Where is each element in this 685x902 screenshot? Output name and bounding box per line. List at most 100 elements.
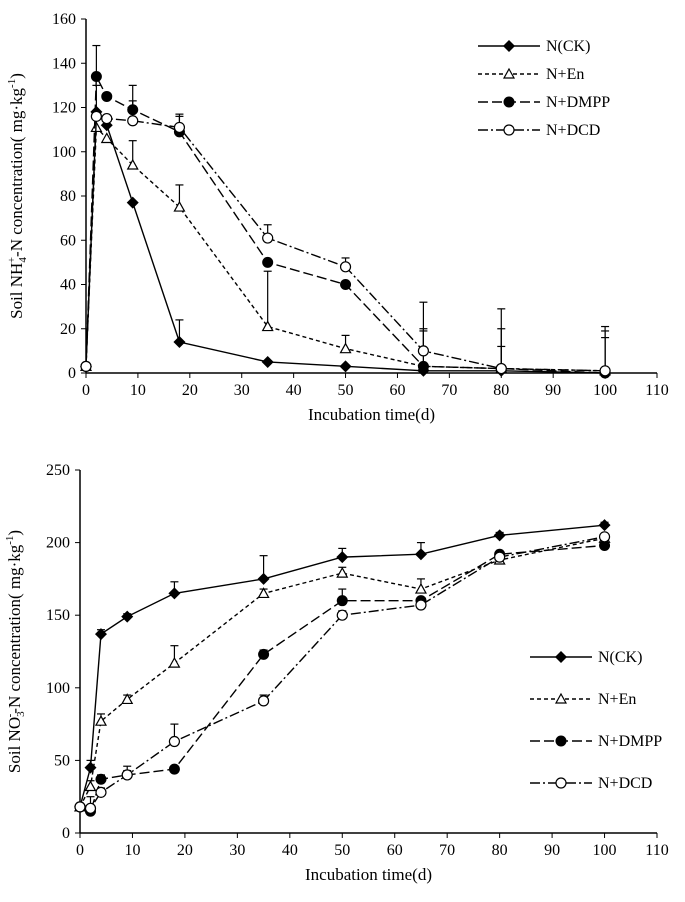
data-point (339, 261, 352, 273)
x-tick-label: 100 (593, 842, 617, 859)
legend-marker (554, 692, 568, 704)
series-line (85, 73, 606, 374)
x-tick-label: 80 (492, 842, 508, 859)
x-tick-label: 70 (439, 842, 455, 859)
x-tick-label: 0 (76, 842, 84, 859)
data-point (257, 587, 270, 599)
legend-marker (555, 651, 567, 663)
y-label-part: -N concentration( mg·kg (7, 87, 26, 256)
y-label-superscript: - (4, 713, 16, 717)
data-point (94, 714, 108, 726)
data-point (336, 551, 349, 564)
x-tick-label: 30 (229, 842, 245, 859)
legend-label: N+DCD (598, 775, 652, 792)
y-label-superscript: -1 (6, 79, 18, 88)
data-point (84, 761, 97, 774)
x-tick-label: 110 (645, 842, 668, 859)
series-line (85, 125, 606, 372)
series-N+En (73, 532, 611, 812)
series-line (79, 536, 605, 810)
chart-1: 0 10 20 30 40 50 60 70 80 90 100 110 0 20 40 60 80 100 120… (6, 11, 669, 424)
y-label-subscript: 4 (17, 257, 29, 263)
data-point (336, 609, 348, 621)
legend-label: N+DMPP (546, 94, 610, 111)
x-tick-label: 60 (389, 382, 405, 399)
y-label-superscript: -1 (4, 536, 16, 545)
x-tick-label: 60 (387, 842, 403, 859)
x-tick-label: 100 (593, 382, 617, 399)
legend-item: N(CK) (530, 649, 642, 666)
x-tick-label: 40 (282, 842, 298, 859)
data-point (417, 360, 429, 372)
data-point (261, 355, 274, 368)
legend-item: N(CK) (478, 38, 590, 55)
data-point (599, 365, 611, 377)
data-point (257, 572, 270, 585)
data-point (168, 656, 181, 668)
data-point (598, 519, 611, 532)
x-axis-label: Incubation time(d) (308, 405, 435, 424)
y-label-part: Soil NH (7, 263, 26, 319)
x-tick-label: 10 (124, 842, 140, 859)
legend-label: N+En (546, 66, 584, 83)
series-N+DCD (74, 531, 611, 814)
legend-label: N+En (598, 691, 636, 708)
data-point (126, 158, 139, 170)
x-tick-label: 110 (645, 382, 668, 399)
legend-marker (502, 67, 516, 79)
legend-label: N(CK) (598, 649, 642, 666)
data-point (494, 551, 506, 563)
legend-marker (555, 735, 567, 747)
data-point (417, 345, 430, 357)
data-point (95, 786, 107, 798)
series-line (79, 544, 605, 813)
y-tick-label: 100 (46, 680, 70, 697)
y-tick-label: 0 (62, 825, 70, 842)
data-point (598, 531, 611, 543)
legend-marker (503, 96, 515, 108)
x-axis-label: Incubation time(d) (305, 865, 432, 884)
y-tick-label: 80 (60, 188, 76, 205)
data-point (340, 279, 352, 290)
legend-item: N+En (478, 66, 584, 83)
data-point (95, 773, 107, 785)
data-point (90, 110, 102, 122)
data-point (121, 769, 133, 781)
data-point (90, 71, 102, 83)
data-point (414, 548, 427, 561)
legend-label: N(CK) (546, 38, 590, 55)
data-point (121, 693, 134, 705)
y-axis-label: Soil NH4+-N concentration( mg·kg-1) (6, 73, 29, 319)
data-point (599, 540, 611, 552)
data-point (101, 90, 113, 102)
y-tick-label: 0 (68, 365, 76, 382)
series-line (79, 524, 605, 808)
data-point (262, 256, 274, 268)
y-label-subscript: 3 (15, 711, 27, 717)
legend-item: N+DMPP (478, 94, 610, 111)
x-tick-label: 80 (493, 382, 509, 399)
y-tick-label: 250 (46, 462, 70, 479)
y-tick-label: 60 (60, 232, 76, 249)
data-point (414, 582, 427, 594)
legend-label: N+DCD (546, 122, 600, 139)
data-point (84, 780, 97, 792)
legend-item: N+En (530, 691, 636, 708)
x-tick-label: 20 (177, 842, 193, 859)
series-line (85, 109, 606, 374)
x-tick-label: 20 (182, 382, 198, 399)
x-tick-label: 40 (286, 382, 302, 399)
data-point (257, 695, 270, 707)
legend-marker (555, 777, 567, 789)
data-point (173, 200, 186, 212)
data-point (336, 595, 348, 607)
x-tick-label: 50 (334, 842, 350, 859)
x-tick-label: 50 (338, 382, 354, 399)
data-point (261, 320, 274, 332)
legend-marker (503, 124, 515, 136)
series-N+En (79, 121, 612, 376)
data-point (84, 802, 97, 814)
y-tick-label: 150 (46, 607, 70, 624)
y-tick-label: 100 (52, 144, 76, 161)
data-point (168, 587, 181, 600)
